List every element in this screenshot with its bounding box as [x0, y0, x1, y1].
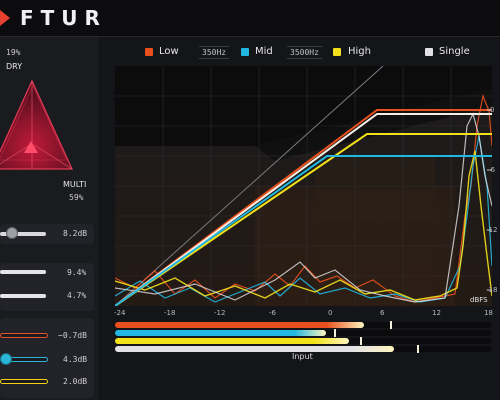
mix-handle-icon: [24, 141, 38, 153]
single-transfer-curve: [115, 113, 492, 306]
input-meter-fill: [115, 330, 326, 336]
transfer-curve-graph[interactable]: [115, 66, 492, 306]
x-tick-5: 6: [380, 309, 385, 317]
gain-slider-knob[interactable]: [6, 227, 18, 239]
low-band-swatch-icon: [145, 48, 153, 56]
high-band-gain-value: 2.0dB: [63, 377, 88, 386]
mid-band-gain-knob[interactable]: [0, 353, 12, 365]
mid-band-button[interactable]: Mid: [255, 46, 273, 57]
high-transfer-curve: [115, 133, 492, 306]
input-meter-fill: [115, 322, 364, 328]
low-band-button[interactable]: Low: [159, 46, 179, 57]
dry-multi-triangle-control[interactable]: [0, 75, 75, 175]
input-meter-fill: [115, 346, 394, 352]
mix-slider-1-track[interactable]: [0, 270, 46, 274]
mid-band-gain-value: 4.3dB: [63, 355, 88, 364]
high-band-gain-track[interactable]: [0, 379, 48, 384]
dry-label: DRY: [6, 62, 23, 71]
single-band-button[interactable]: Single: [439, 46, 470, 57]
x-tick-6: 12: [432, 309, 441, 317]
x-tick-1: -18: [164, 309, 176, 317]
single-spectrum: [115, 112, 492, 303]
mix-slider-1-value: 9.4%: [67, 268, 87, 277]
mid-band-swatch-icon: [241, 48, 249, 56]
left-panel: 19% DRY MULTI 59% 8.2dB 9.4% 4.7% −0.7dB: [0, 37, 98, 400]
multi-percent: 59%: [69, 193, 84, 202]
x-tick-0: -24: [114, 309, 126, 317]
low-band-gain-value: −0.7dB: [58, 331, 87, 340]
band-gain-group: −0.7dB 4.3dB 2.0dB: [0, 318, 94, 398]
low-band-gain-track[interactable]: [0, 333, 48, 338]
logo-triangle-icon: [0, 10, 10, 26]
x-tick-2: -12: [214, 309, 226, 317]
mix-slider-2-value: 4.7%: [67, 291, 87, 300]
x-tick-4: 0: [328, 309, 333, 317]
app-logo: FTUR: [20, 6, 107, 30]
input-meter-peak: [417, 345, 419, 353]
gain-slider-track[interactable]: [0, 232, 46, 236]
x-tick-3: -6: [269, 309, 276, 317]
single-band-swatch-icon: [425, 48, 433, 56]
input-meter-peak: [334, 329, 336, 337]
high-band-button[interactable]: High: [348, 46, 371, 57]
mid-transfer-curve: [115, 155, 492, 306]
mix-slider-2-track[interactable]: [0, 294, 46, 298]
input-meter-fill: [115, 338, 349, 344]
y-tick-1: -6: [488, 166, 495, 174]
gain-slider-group: 8.2dB: [0, 224, 94, 244]
input-meter-peak: [390, 321, 392, 329]
y-tick-2: -12: [486, 226, 498, 234]
title-bar: FTUR: [0, 0, 500, 37]
dbfs-label: dBFS: [470, 296, 488, 304]
low-mid-crossover[interactable]: 350Hz: [199, 46, 230, 59]
gain-value: 8.2dB: [63, 229, 88, 238]
input-meter-peak: [360, 337, 362, 345]
high-band-swatch-icon: [333, 48, 341, 56]
band-legend: Low 350Hz Mid 3500Hz High Single: [115, 40, 500, 66]
x-tick-7: 18: [484, 309, 493, 317]
dry-percent: 19%: [6, 48, 21, 57]
y-tick-3: -18: [486, 286, 498, 294]
low-transfer-curve: [115, 109, 492, 306]
y-tick-0: 0: [490, 106, 495, 114]
multi-label: MULTI: [63, 180, 87, 189]
mid-high-crossover[interactable]: 3500Hz: [287, 46, 322, 59]
mix-slider-group: 9.4% 4.7%: [0, 263, 94, 311]
input-label: Input: [292, 352, 313, 361]
